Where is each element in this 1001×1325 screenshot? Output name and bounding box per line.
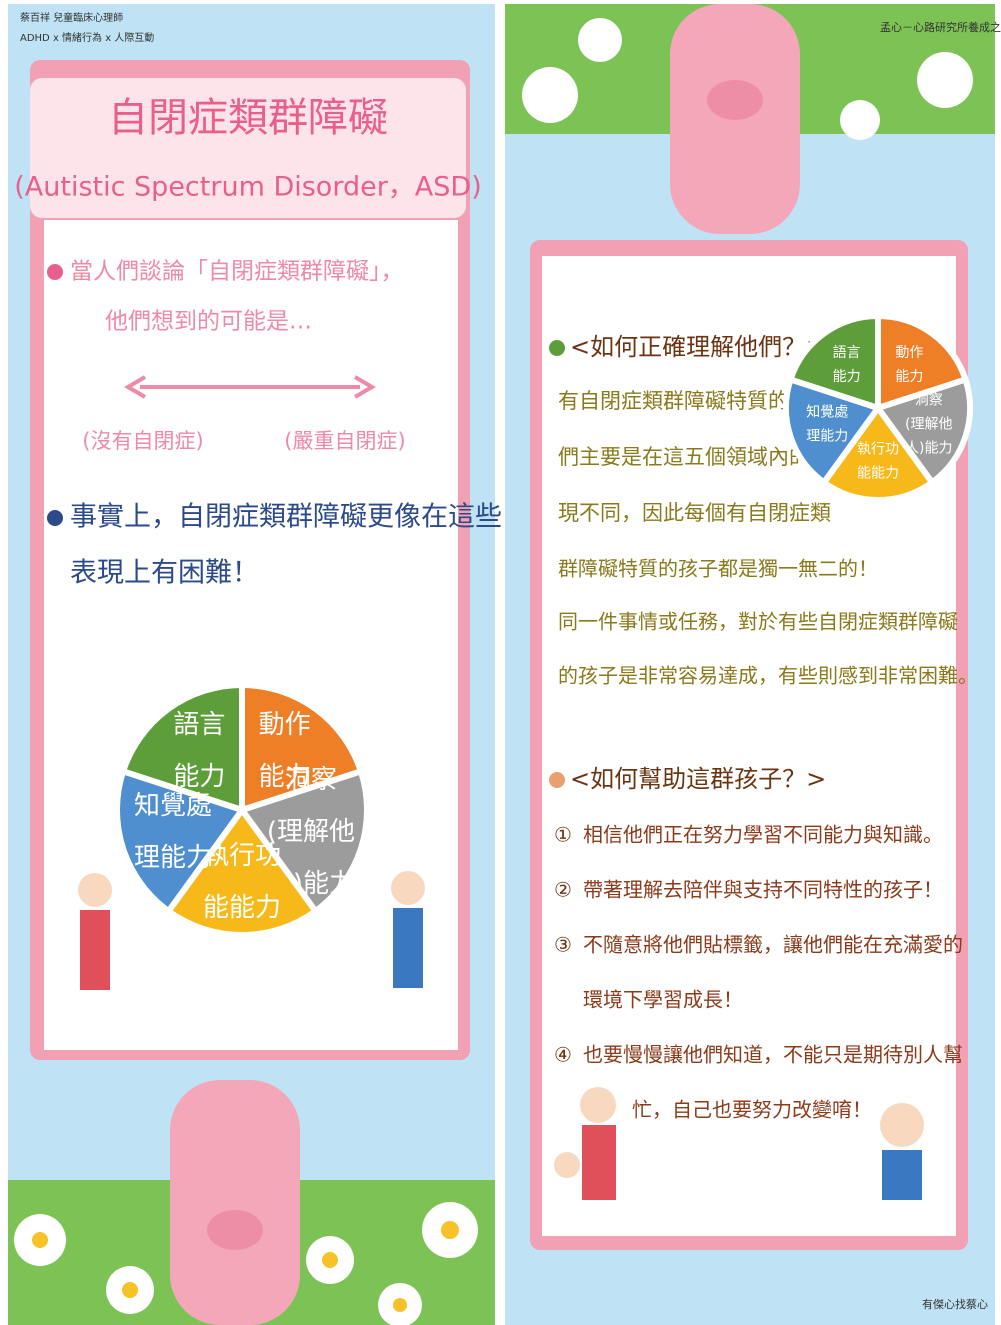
title: 自閉症類群障礙 <box>108 95 388 141</box>
pie-label: 語言 <box>173 710 225 740</box>
tags: ADHD x 情緒行為 x 人際互動 <box>20 31 154 44</box>
pie-label: 動作 <box>895 345 923 361</box>
author: 蔡百祥 兒童臨床心理師 <box>20 11 123 24</box>
paragraph-line: 現不同，因此每個有自閉症類 <box>558 501 831 525</box>
section-title: <如何幫助這群孩子？> <box>570 765 826 793</box>
list-line: 也要慢慢讓他們知道，不能只是期待別人幫 <box>583 1043 963 1067</box>
section-title: <如何正確理解他們？> <box>570 333 826 361</box>
pie-label: 洞察 <box>915 391 943 408</box>
spectrum-label: (沒有自閉症) <box>82 429 203 453</box>
list-line: 相信他們正在努力學習不同能力與知識。 <box>583 823 943 847</box>
pie-label: 能力 <box>895 369 923 385</box>
child-left <box>78 873 112 990</box>
list-line: 環境下學習成長！ <box>583 988 743 1012</box>
pie-label: 能力 <box>833 369 861 385</box>
list-marker: ① <box>554 823 572 847</box>
pie-label: 動作 <box>259 710 311 740</box>
pig-nose <box>707 80 763 120</box>
intro-line: 當人們談論「自閉症類群障礙」， <box>70 259 404 285</box>
pie-label: 知覺處 <box>806 403 848 420</box>
spectrum-label: (嚴重自閉症) <box>284 429 405 453</box>
subtitle: (Autistic Spectrum Disorder，ASD) <box>14 172 482 203</box>
bullet <box>47 264 63 280</box>
page: 蔡百祥 兒童臨床心理師 ADHD x 情緒行為 x 人際互動 自閉症類群障礙 (… <box>0 0 1001 1325</box>
paragraph-line: 群障礙特質的孩子都是獨一無二的！ <box>558 557 878 581</box>
pie-label: 知覺處 <box>134 791 212 821</box>
pie-label: (理解他 <box>905 416 952 432</box>
footer: 有傑心找蔡心 <box>922 1297 988 1311</box>
fact-line: 事實上，自閉症類群障礙更像在這些 <box>70 502 502 533</box>
pie-label: 能能力 <box>203 893 281 923</box>
paragraph-line: 同一件事情或任務，對於有些自閉症類群障礙 <box>558 610 958 634</box>
list-marker: ④ <box>554 1043 572 1067</box>
pie-label: 理能力 <box>806 428 848 444</box>
child-right <box>391 871 425 988</box>
header: 孟心－心路研究所養成之路 <box>880 20 1001 34</box>
list-line: 忙，自己也要努力改變唷！ <box>632 1098 872 1122</box>
intro-line: 他們想到的可能是… <box>105 309 312 335</box>
bullet <box>47 510 63 526</box>
paragraph-line: 們主要是在這五個領域內的表 <box>558 445 831 469</box>
fact-line: 表現上有困難！ <box>70 558 259 589</box>
pie-label: 洞察 <box>285 765 337 795</box>
list-line: 帶著理解去陪伴與支持不同特性的孩子！ <box>583 878 943 902</box>
list-line: 不隨意將他們貼標籤，讓他們能在充滿愛的 <box>583 933 963 957</box>
pie-label: 理能力 <box>134 843 212 873</box>
list-marker: ② <box>554 878 572 902</box>
pig <box>170 1080 300 1325</box>
bullet <box>549 340 565 356</box>
list-marker: ③ <box>554 933 572 957</box>
pie-label: 執行功 <box>857 441 899 457</box>
paragraph-line: 的孩子是非常容易達成，有些則感到非常困難。 <box>558 664 978 688</box>
bullet <box>549 772 565 788</box>
pig-nose <box>207 1210 263 1250</box>
boy <box>880 1103 924 1200</box>
pie-label: 能能力 <box>857 465 899 481</box>
pie-label: 語言 <box>833 345 861 361</box>
